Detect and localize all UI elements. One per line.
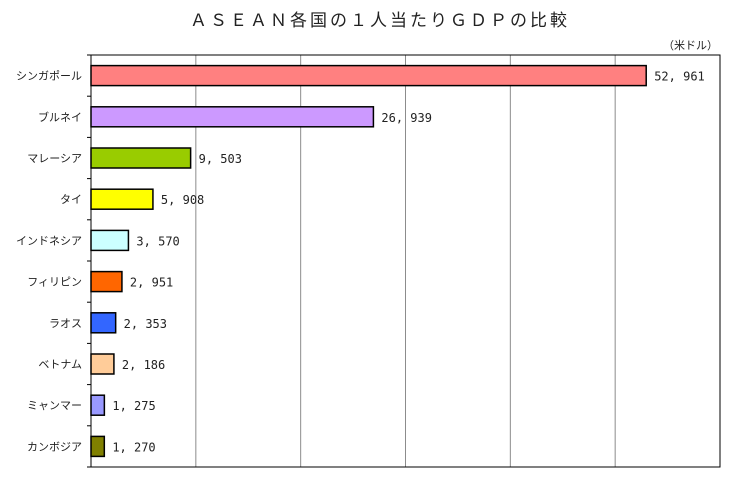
value-label: 2, 186 xyxy=(122,358,165,372)
category-label: ラオス xyxy=(49,317,82,330)
category-label: ベトナム xyxy=(38,358,82,371)
value-label: 1, 270 xyxy=(112,440,155,454)
bar-2 xyxy=(90,106,375,128)
category-label: インドネシア xyxy=(16,234,82,247)
bar-9 xyxy=(90,394,106,416)
category-label: カンボジア xyxy=(27,440,82,453)
category-label: シンガポール xyxy=(16,70,82,83)
value-label: 3, 570 xyxy=(136,234,179,248)
value-label: 2, 951 xyxy=(130,276,173,290)
value-label: 5, 908 xyxy=(161,193,204,207)
bar-6 xyxy=(90,270,123,293)
unit-label: （米ドル） xyxy=(663,39,718,52)
bar-8 xyxy=(90,353,115,375)
category-label: フィリピン xyxy=(27,276,82,289)
value-label: 2, 353 xyxy=(124,317,167,331)
bar-5 xyxy=(90,229,130,252)
bar-10 xyxy=(90,435,106,458)
category-label: タイ xyxy=(60,193,82,206)
value-label: 52, 961 xyxy=(654,70,705,84)
bar-3 xyxy=(90,147,192,169)
bar-7 xyxy=(90,312,117,334)
category-label: ブルネイ xyxy=(38,110,82,124)
chart-title: ＡＳＥＡＮ各国の１人当たりＧＤＰの比較 xyxy=(190,11,570,31)
bar-4 xyxy=(90,188,154,210)
plot-area: シンガポール 52, 961 ブルネイ 26, 939 マレーシア 9, 503 タイ 5, … xyxy=(16,54,721,468)
value-label: 26, 939 xyxy=(381,111,432,125)
bar-1 xyxy=(90,64,647,87)
category-label: マレーシア xyxy=(27,152,82,165)
category-label: ミャンマー xyxy=(27,399,82,412)
value-label: 1, 275 xyxy=(112,399,155,413)
value-label: 9, 503 xyxy=(199,152,242,166)
